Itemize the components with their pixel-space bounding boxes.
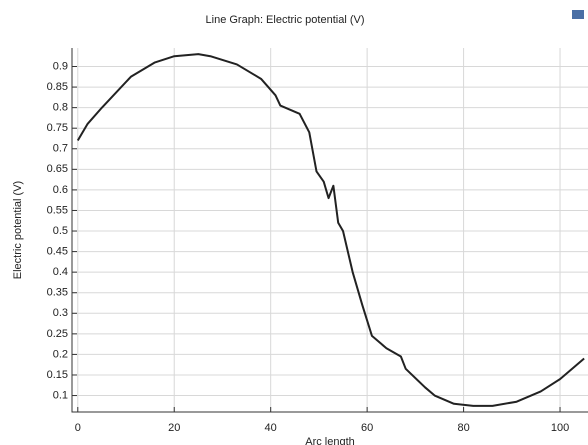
x-tick-label: 0 — [75, 422, 81, 434]
y-tick-label: 0.7 — [53, 143, 68, 155]
x-tick-label: 20 — [168, 422, 180, 434]
y-tick-label: 0.85 — [47, 81, 68, 93]
axes-frame — [71, 48, 588, 413]
x-tick-label: 60 — [361, 422, 373, 434]
y-tick-label: 0.25 — [47, 328, 68, 340]
y-tick-label: 0.3 — [53, 307, 68, 319]
y-tick-label: 0.65 — [47, 163, 68, 175]
y-tick-label: 0.45 — [47, 245, 68, 257]
x-tick-label: 80 — [457, 422, 469, 434]
x-tick-label: 40 — [265, 422, 277, 434]
y-tick-label: 0.75 — [47, 122, 68, 134]
x-tick-label: 100 — [551, 422, 569, 434]
y-tick-label: 0.8 — [53, 102, 68, 114]
toolbar-icon[interactable] — [572, 10, 584, 19]
y-tick-label: 0.6 — [53, 184, 68, 196]
y-tick-label: 0.15 — [47, 369, 68, 381]
y-tick-label: 0.5 — [53, 225, 68, 237]
chart-title: Line Graph: Electric potential (V) — [206, 14, 365, 26]
data-line — [76, 53, 585, 407]
y-tick-label: 0.9 — [53, 60, 68, 72]
y-axis-label: Electric potential (V) — [12, 181, 24, 279]
x-axis-label: Arc length — [305, 436, 355, 445]
y-tick-label: 0.35 — [47, 287, 68, 299]
y-tick-label: 0.1 — [53, 389, 68, 401]
y-tick-label: 0.4 — [53, 266, 68, 278]
y-tick-label: 0.55 — [47, 204, 68, 216]
y-tick-label: 0.2 — [53, 348, 68, 360]
